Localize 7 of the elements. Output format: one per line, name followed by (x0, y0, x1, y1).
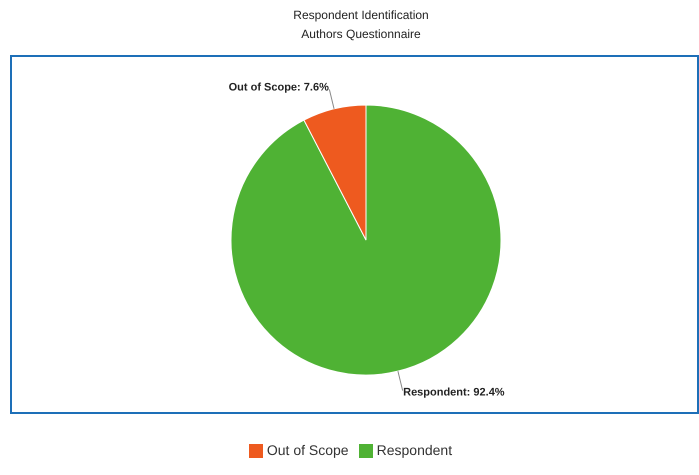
legend-label: Out of Scope (266, 442, 349, 458)
legend-label: Respondent (376, 442, 452, 458)
pie-slice (230, 104, 502, 376)
chart-title: Respondent Identification (292, 7, 430, 24)
data-label: Out of Scope: 7.6% (228, 81, 330, 94)
chart-subtitle: Authors Questionnaire (300, 26, 422, 43)
data-label: Respondent: 92.4% (403, 386, 505, 399)
